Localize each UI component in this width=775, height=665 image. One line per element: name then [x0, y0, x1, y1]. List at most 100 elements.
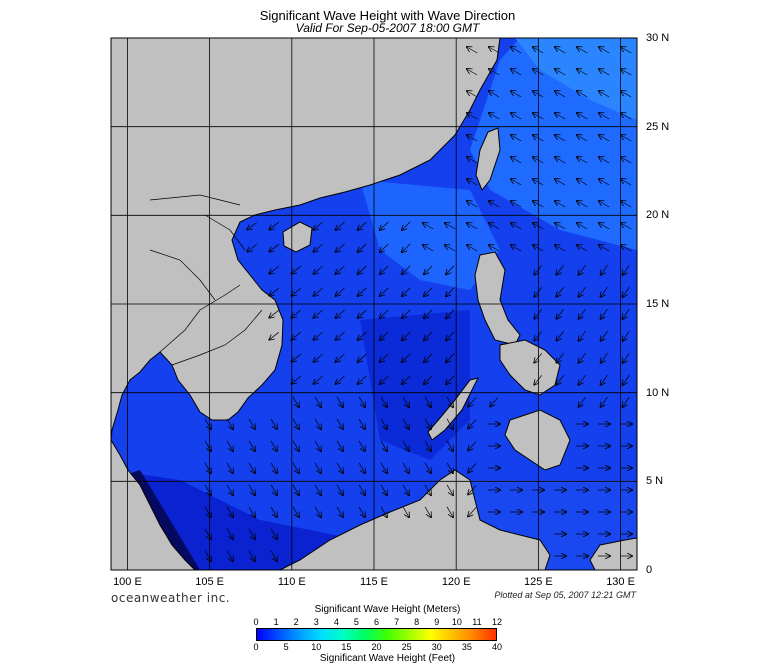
direction-arrow — [314, 418, 321, 429]
direction-arrow — [468, 419, 477, 429]
meters-tick: 3 — [313, 617, 319, 627]
direction-arrow — [621, 201, 632, 208]
direction-arrow — [511, 47, 522, 54]
direction-arrow — [292, 506, 299, 517]
longitude-label: 125 E — [524, 576, 553, 588]
map-title: Significant Wave Height with Wave Direct… — [259, 8, 516, 23]
higher-wave-zone — [111, 38, 637, 250]
direction-arrow — [248, 550, 255, 561]
direction-arrow — [424, 396, 431, 407]
direction-arrow — [358, 484, 365, 495]
direction-arrow — [533, 113, 544, 120]
direction-arrow — [423, 245, 434, 252]
longitude-label: 100 E — [113, 576, 142, 588]
direction-arrow — [313, 353, 323, 362]
direction-arrow — [489, 91, 500, 98]
valid-time: Valid For Sep-05-2007 18:00 GMT — [295, 21, 480, 35]
direction-arrow — [533, 135, 544, 142]
plotted-time: Plotted at Sep 05, 2007 12:21 GMT — [494, 590, 636, 600]
direction-arrow — [621, 245, 632, 252]
direction-arrow — [313, 375, 323, 384]
direction-arrow — [270, 506, 277, 517]
direction-arrow — [336, 243, 345, 252]
direction-arrow — [621, 113, 632, 120]
direction-arrow — [380, 243, 389, 252]
direction-arrow — [402, 265, 411, 274]
direction-arrow — [601, 374, 608, 385]
meters-tick: 1 — [273, 617, 279, 627]
direction-arrow — [226, 440, 233, 451]
feet-tick: 25 — [401, 642, 412, 652]
direction-arrow — [336, 331, 345, 340]
direction-arrow — [248, 418, 255, 429]
direction-arrow — [599, 47, 610, 54]
mindanao-island — [504, 409, 571, 471]
direction-arrow — [292, 440, 299, 451]
direction-arrow — [358, 353, 367, 362]
direction-arrow — [424, 265, 433, 275]
direction-arrow — [468, 463, 477, 473]
feet-tick: 5 — [283, 642, 289, 652]
hainan-island — [282, 221, 313, 253]
direction-arrow — [402, 418, 409, 429]
direction-arrow — [556, 375, 564, 385]
direction-arrow — [511, 201, 522, 208]
direction-arrow — [358, 331, 367, 340]
feet-tick: 30 — [431, 642, 442, 652]
direction-arrow — [291, 375, 301, 384]
direction-arrow — [489, 69, 500, 76]
direction-arrow — [533, 223, 544, 230]
luzon-island — [474, 251, 521, 346]
direction-arrow — [623, 352, 630, 363]
direction-arrow — [446, 353, 455, 363]
feet-tick: 35 — [461, 642, 472, 652]
direction-arrow — [358, 221, 367, 230]
direction-arrow — [270, 462, 277, 473]
direction-arrow — [467, 223, 478, 230]
latitude-label: 30 N — [646, 32, 670, 44]
feet-tick: 40 — [491, 642, 502, 652]
direction-arrow — [445, 245, 456, 252]
direction-arrow — [424, 462, 431, 473]
direction-arrow — [467, 201, 478, 208]
direction-arrow — [358, 243, 367, 252]
direction-arrow — [577, 201, 588, 208]
direction-arrow — [511, 223, 522, 230]
direction-arrow — [467, 91, 478, 98]
direction-arrow — [511, 135, 522, 142]
direction-arrow — [623, 330, 630, 341]
direction-arrow — [402, 287, 411, 296]
direction-arrow — [556, 309, 564, 319]
direction-arrow — [424, 309, 433, 319]
direction-arrow — [358, 265, 367, 274]
direction-arrow — [621, 91, 632, 98]
direction-arrow — [336, 265, 345, 274]
direction-arrow — [313, 221, 323, 230]
country-borders — [149, 194, 263, 366]
direction-arrow — [358, 418, 365, 429]
scale-title-meters: Significant Wave Height (Meters) — [314, 604, 461, 615]
direction-arrow — [380, 265, 389, 274]
direction-arrow — [577, 223, 588, 230]
direction-arrow — [533, 91, 544, 98]
direction-arrow — [380, 309, 389, 318]
direction-arrow — [226, 418, 233, 429]
direction-arrow — [511, 245, 522, 252]
direction-arrow — [423, 223, 434, 230]
direction-arrow — [578, 264, 586, 275]
direction-arrow — [599, 201, 610, 208]
direction-arrow — [402, 221, 411, 230]
direction-arrow — [599, 91, 610, 98]
direction-arrow — [292, 484, 299, 495]
asian-mainland — [111, 38, 501, 441]
direction-arrow — [511, 69, 522, 76]
direction-arrow — [358, 287, 367, 296]
direction-arrow — [269, 244, 279, 251]
sulawesi-island — [589, 537, 637, 570]
direction-arrow — [424, 375, 433, 385]
direction-arrow — [489, 201, 500, 208]
direction-arrow — [556, 287, 564, 297]
latitude-label: 10 N — [646, 386, 670, 399]
direction-arrow — [467, 69, 478, 76]
